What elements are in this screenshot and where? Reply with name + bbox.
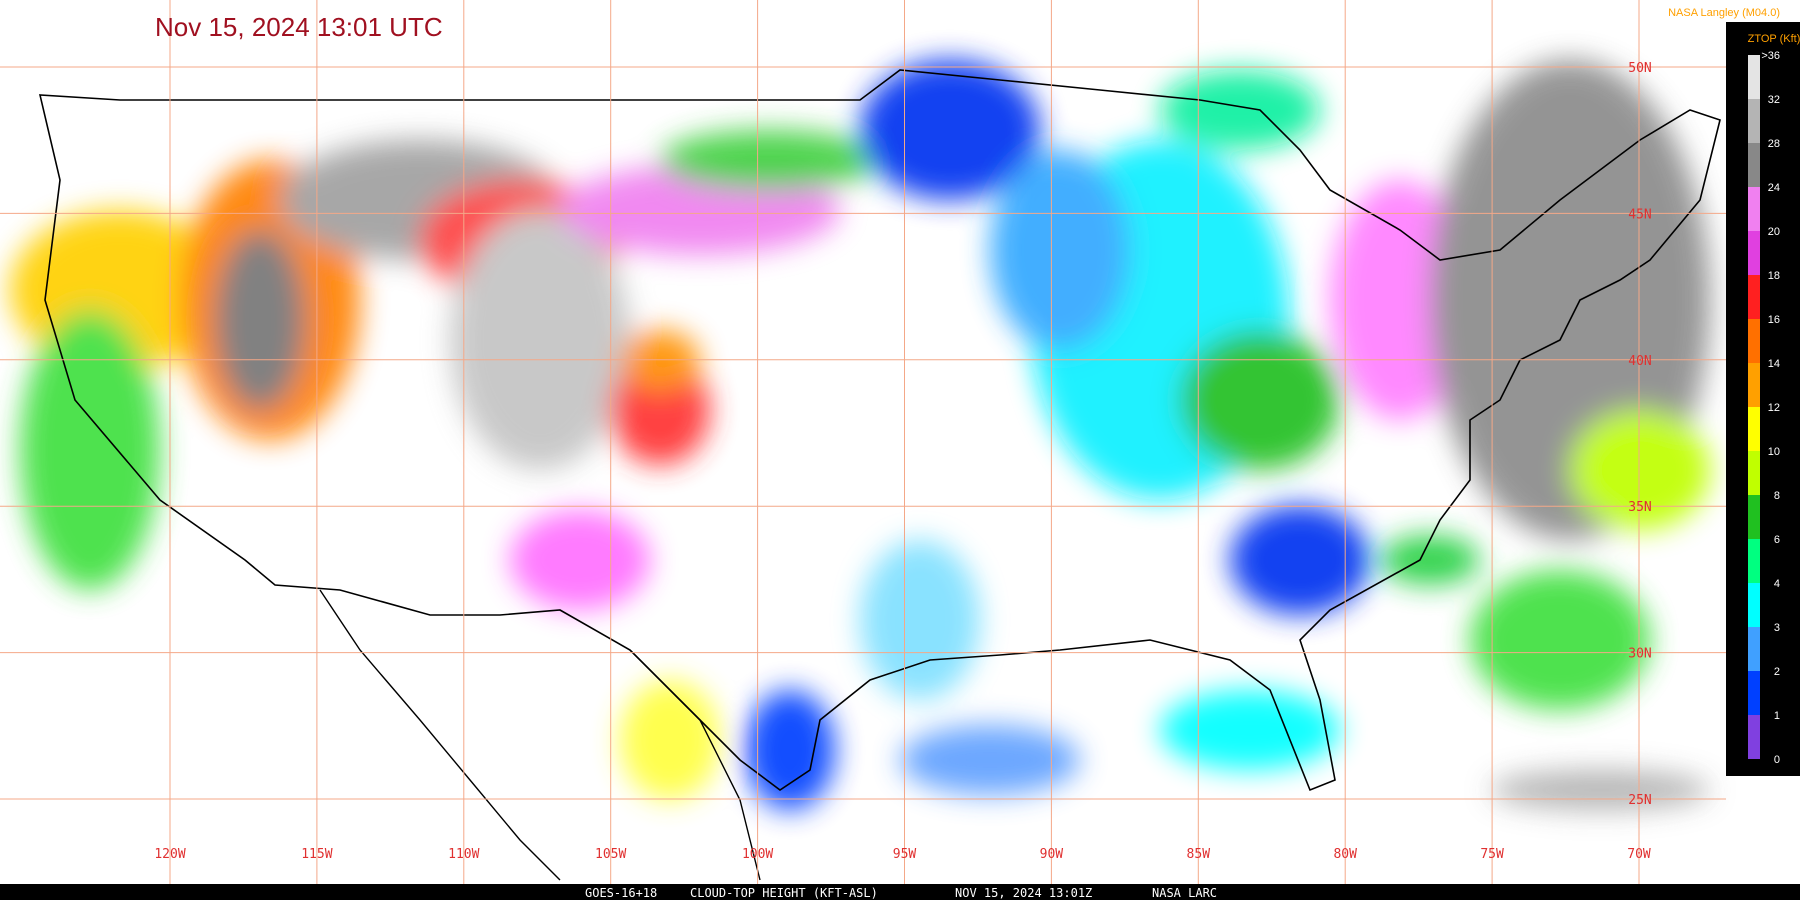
legend-title: ZTOP (Kft) <box>1748 33 1800 45</box>
longitude-label: 100W <box>742 847 773 862</box>
country-outline <box>38 69 1721 792</box>
colorbar-segment <box>1748 143 1760 187</box>
footer-bar <box>0 884 1800 900</box>
cloud-region <box>860 540 980 700</box>
colorbar-label: >36 <box>1761 50 1780 62</box>
colorbar-label: 10 <box>1768 446 1780 458</box>
graticule: 120W 115W 110W 105W 100W 95W 90W 85W 80W 75W 70W 50… <box>0 0 1726 884</box>
colorbar-label: 16 <box>1768 314 1780 326</box>
latitude-label: 35N <box>1628 500 1651 515</box>
cloud-field <box>10 60 1710 810</box>
cloud-region <box>1570 410 1710 530</box>
longitude-label: 115W <box>301 847 332 862</box>
cloud-region <box>1490 770 1710 810</box>
colorbar-label: 20 <box>1768 226 1780 238</box>
cloud-region <box>745 690 835 810</box>
colorbar-segment <box>1748 319 1760 363</box>
cloud-region <box>990 150 1130 350</box>
colorbar-label: 1 <box>1774 710 1780 722</box>
colorbar-segment <box>1748 99 1760 143</box>
latitude-label: 30N <box>1628 647 1651 662</box>
colorbar-label: 2 <box>1774 666 1780 678</box>
colorbar-label: 6 <box>1774 534 1780 546</box>
footer-text: NASA LARC <box>1152 886 1217 900</box>
colorbar-segment <box>1748 495 1760 539</box>
cloud-region <box>1160 690 1340 770</box>
longitude-label: 85W <box>1187 847 1211 862</box>
mexico-outline <box>319 589 761 881</box>
colorbar-segment <box>1748 55 1760 99</box>
footer-text: NOV 15, 2024 13:01Z <box>955 886 1092 900</box>
longitude-label: 70W <box>1627 847 1651 862</box>
cloud-region <box>215 230 305 410</box>
cloud-region <box>450 210 630 470</box>
colorbar-segment <box>1748 583 1760 627</box>
longitude-label: 75W <box>1480 847 1504 862</box>
colorbar-label: 3 <box>1774 622 1780 634</box>
footer: GOES-16+18 CLOUD-TOP HEIGHT (KFT-ASL) NOV … <box>585 886 1217 900</box>
cloud-region <box>1380 535 1480 585</box>
colorbar-segment <box>1748 187 1760 231</box>
colorbar-label: 18 <box>1768 270 1780 282</box>
colorbar-label: 14 <box>1768 358 1780 370</box>
longitude-label: 110W <box>448 847 479 862</box>
cloud-region <box>1180 330 1340 470</box>
colorbar-label: 24 <box>1768 182 1780 194</box>
longitude-label: 80W <box>1333 847 1357 862</box>
latitude-label: 25N <box>1628 793 1651 808</box>
cloud-region <box>1230 505 1370 615</box>
cloud-region <box>620 680 720 800</box>
latitude-label: 50N <box>1628 61 1651 76</box>
credit: NASA Langley (M04.0) <box>1668 7 1780 19</box>
colorbar-segment <box>1748 539 1760 583</box>
colorbar-label: 28 <box>1768 138 1780 150</box>
longitude-label: 105W <box>595 847 626 862</box>
legend-panel <box>1726 22 1800 776</box>
longitude-label: 90W <box>1040 847 1064 862</box>
colorbar-label: 12 <box>1768 402 1780 414</box>
longitude-label: 95W <box>893 847 917 862</box>
cloud-region <box>510 510 650 610</box>
colorbar-label: 32 <box>1768 94 1780 106</box>
colorbar-segment <box>1748 671 1760 715</box>
colorbar-segment <box>1748 407 1760 451</box>
cloud-region <box>660 130 880 190</box>
cloud-region <box>1160 70 1320 150</box>
colorbar-segment <box>1748 363 1760 407</box>
cloud-region <box>20 310 160 590</box>
colorbar-label: 8 <box>1774 490 1780 502</box>
footer-text: CLOUD-TOP HEIGHT (KFT-ASL) <box>690 886 878 900</box>
footer-text: GOES-16+18 <box>585 886 657 900</box>
colorbar-segment <box>1748 275 1760 319</box>
colorbar-segment <box>1748 627 1760 671</box>
colorbar-segment <box>1748 715 1760 759</box>
colorbar-label: 0 <box>1774 754 1780 766</box>
colorbar-segment <box>1748 231 1760 275</box>
latitude-label: 40N <box>1628 354 1651 369</box>
colorbar-label: 4 <box>1774 578 1780 590</box>
colorbar-segment <box>1748 451 1760 495</box>
longitude-label: 120W <box>154 847 185 862</box>
map-title: Nov 15, 2024 13:01 UTC <box>155 12 443 42</box>
cloud-region <box>1470 570 1650 710</box>
latitude-label: 45N <box>1628 207 1651 222</box>
cloud-region <box>900 725 1080 795</box>
